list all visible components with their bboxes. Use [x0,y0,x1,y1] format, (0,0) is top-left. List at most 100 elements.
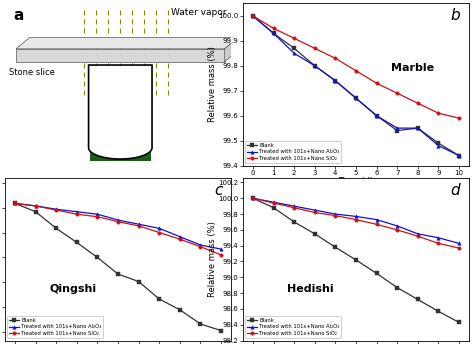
Polygon shape [90,149,151,151]
Text: DI water: DI water [97,128,144,138]
Polygon shape [90,152,151,154]
Treated with 101s+Nano Al₂O₃ [250,196,256,200]
Polygon shape [90,140,151,141]
Treated with 101s+Nano Al₂O₃ [292,204,297,208]
Legend: Blank, Treated with 101s+Nano Al₂O₃, Treated with 101s+Nano SiO₂: Blank, Treated with 101s+Nano Al₂O₃, Tre… [246,316,341,338]
Polygon shape [90,122,151,124]
Treated with 101s+Nano SiO₂ [156,230,162,235]
Polygon shape [90,144,151,145]
Treated with 101s+Nano Al₂O₃ [394,126,400,130]
Treated with 101s+Nano Al₂O₃ [250,14,256,18]
Treated with 101s+Nano Al₂O₃ [415,232,420,236]
Blank [54,226,59,230]
Polygon shape [90,155,151,157]
Blank [394,129,400,133]
Line: Treated with 101s+Nano Al₂O₃: Treated with 101s+Nano Al₂O₃ [251,196,461,245]
Blank [33,209,38,214]
Treated with 101s+Nano Al₂O₃ [436,236,441,240]
Treated with 101s+Nano SiO₂ [74,212,80,216]
Polygon shape [225,37,238,62]
Treated with 101s+Nano SiO₂ [415,101,420,105]
Line: Treated with 101s+Nano SiO₂: Treated with 101s+Nano SiO₂ [13,202,223,257]
Blank [353,96,359,100]
Treated with 101s+Nano Al₂O₃ [33,204,38,208]
Blank [115,272,121,276]
Treated with 101s+Nano Al₂O₃ [312,64,318,68]
Blank [156,297,162,301]
Treated with 101s+Nano SiO₂ [436,111,441,115]
Blank [271,31,276,35]
Treated with 101s+Nano SiO₂ [333,214,338,218]
Treated with 101s+Nano SiO₂ [394,228,400,232]
Treated with 101s+Nano SiO₂ [271,26,276,30]
Treated with 101s+Nano Al₂O₃ [333,212,338,216]
Treated with 101s+Nano SiO₂ [415,234,420,238]
Blank [333,245,338,249]
Blank [218,329,224,333]
Blank [394,286,400,290]
Treated with 101s+Nano SiO₂ [353,69,359,73]
Treated with 101s+Nano Al₂O₃ [456,241,462,245]
Polygon shape [90,138,151,140]
Blank [250,196,256,200]
Text: Hedishi: Hedishi [287,284,334,294]
Polygon shape [90,159,151,161]
Blank [74,240,80,245]
Text: d: d [451,183,460,198]
Treated with 101s+Nano SiO₂ [218,253,224,257]
Treated with 101s+Nano Al₂O₃ [271,200,276,204]
Treated with 101s+Nano SiO₂ [292,36,297,40]
Blank [456,153,462,158]
Blank [333,79,338,83]
Treated with 101s+Nano Al₂O₃ [74,209,80,214]
Polygon shape [90,158,151,159]
Treated with 101s+Nano Al₂O₃ [415,126,420,130]
Polygon shape [90,132,151,134]
Polygon shape [90,135,151,137]
Polygon shape [90,120,151,121]
Polygon shape [90,142,151,144]
Treated with 101s+Nano Al₂O₃ [136,222,141,226]
Blank [136,279,141,283]
Polygon shape [90,124,151,126]
Y-axis label: Relative mass (%): Relative mass (%) [208,222,217,298]
Legend: Blank, Treated with 101s+Nano Al₂O₃, Treated with 101s+Nano SiO₂: Blank, Treated with 101s+Nano Al₂O₃, Tre… [246,141,341,163]
Treated with 101s+Nano Al₂O₃ [353,96,359,100]
Treated with 101s+Nano SiO₂ [271,201,276,205]
Polygon shape [90,148,151,149]
Line: Treated with 101s+Nano SiO₂: Treated with 101s+Nano SiO₂ [251,196,461,250]
Polygon shape [90,147,151,148]
Treated with 101s+Nano SiO₂ [12,201,18,205]
Blank [312,64,318,68]
Treated with 101s+Nano SiO₂ [312,211,318,215]
Line: Treated with 101s+Nano SiO₂: Treated with 101s+Nano SiO₂ [251,14,461,120]
Blank [177,308,182,312]
Polygon shape [90,131,151,132]
Text: b: b [451,8,460,23]
Treated with 101s+Nano Al₂O₃ [292,51,297,55]
Polygon shape [16,37,238,49]
Treated with 101s+Nano Al₂O₃ [436,143,441,148]
Treated with 101s+Nano SiO₂ [136,224,141,228]
Line: Treated with 101s+Nano Al₂O₃: Treated with 101s+Nano Al₂O₃ [13,202,223,251]
Polygon shape [90,157,151,158]
Treated with 101s+Nano SiO₂ [250,14,256,18]
Treated with 101s+Nano Al₂O₃ [456,153,462,158]
Legend: Blank, Treated with 101s+Nano Al₂O₃, Treated with 101s+Nano SiO₂: Blank, Treated with 101s+Nano Al₂O₃, Tre… [8,316,103,338]
Text: Water vapor: Water vapor [171,8,227,17]
Treated with 101s+Nano SiO₂ [115,219,121,224]
Polygon shape [90,121,151,122]
Blank [374,271,379,276]
Treated with 101s+Nano SiO₂ [456,116,462,120]
Polygon shape [90,134,151,135]
Blank [292,220,297,224]
Treated with 101s+Nano Al₂O₃ [156,226,162,230]
Blank [198,322,203,326]
Treated with 101s+Nano SiO₂ [456,246,462,250]
Blank [271,206,276,210]
Treated with 101s+Nano SiO₂ [374,81,379,85]
Polygon shape [16,49,225,62]
Blank [250,14,256,18]
Polygon shape [90,145,151,147]
Treated with 101s+Nano Al₂O₃ [177,235,182,239]
